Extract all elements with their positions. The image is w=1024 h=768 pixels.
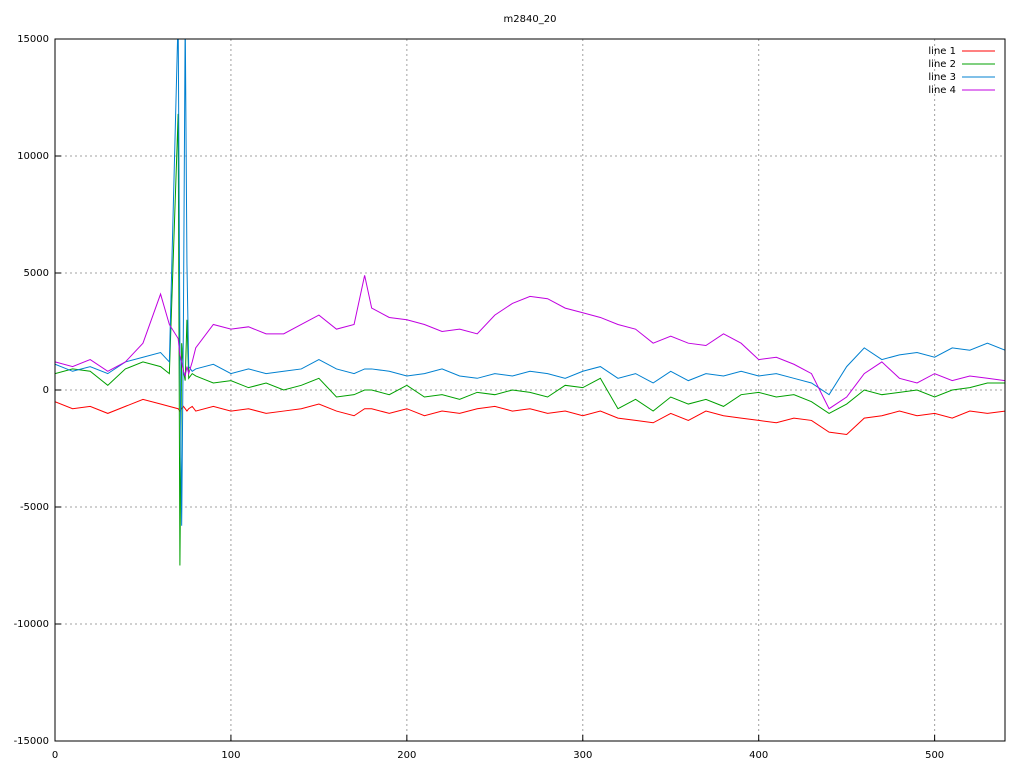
x-tick-label: 0 [52,750,58,761]
data-line [55,275,1005,410]
y-tick-label: -5000 [20,502,49,513]
x-tick-label: 100 [221,750,240,761]
x-tick-label: 500 [925,750,944,761]
x-tick-label: 300 [573,750,592,761]
grid [54,38,1005,742]
labels: -15000 -10000 -5000 0 5000 10000 15000 0 100 200 3… [14,34,995,761]
y-tick-label: 10000 [17,151,49,162]
y-tick-label: 5000 [24,268,49,279]
chart-title: m2840_20 [504,14,557,25]
legend-label: line 4 [928,85,956,96]
legend-label: line 3 [928,72,956,83]
x-tick-label: 200 [397,750,416,761]
y-tick-label: -10000 [14,619,49,630]
data-line [55,39,1005,526]
y-tick-label: 15000 [17,34,49,45]
legend-label: line 1 [928,46,956,57]
y-tick-label: -15000 [14,736,49,747]
data-line [55,398,1005,435]
legend-label: line 2 [928,59,956,70]
y-tick-label: 0 [43,385,49,396]
plot-area [55,39,1005,566]
x-tick-label: 400 [749,750,768,761]
data-line [55,113,1005,566]
